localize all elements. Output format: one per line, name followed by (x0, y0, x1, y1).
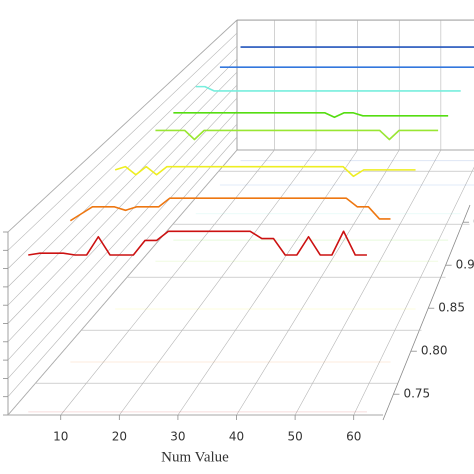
depth-axis-line (382, 204, 471, 421)
grid-line (7, 71, 238, 306)
grid-line (7, 32, 238, 251)
series-line (155, 129, 439, 141)
x-tick-label: 50 (287, 430, 302, 444)
x-tick-label: 40 (229, 430, 244, 444)
x-tick-label: 60 (346, 430, 361, 444)
grid-line (177, 149, 358, 416)
depth-tick-label: 0.90 (456, 258, 474, 272)
depth-tick-label: 0.75 (403, 387, 430, 401)
grid-line (7, 149, 238, 416)
depth-tick-label: 0.80 (421, 344, 448, 358)
series-line (28, 230, 367, 256)
depth-tick-label: 0.85 (438, 301, 465, 315)
grid-line (119, 149, 317, 416)
x-tick-label: 20 (112, 430, 127, 444)
grid-line (7, 110, 238, 361)
grid-line (294, 149, 442, 416)
grid-line (353, 166, 474, 416)
grid-line (60, 149, 275, 416)
series-line (195, 85, 461, 92)
grid-line (7, 58, 238, 288)
x-axis-title: Num Value (161, 449, 229, 465)
grid-line (236, 149, 400, 416)
series-line (173, 112, 449, 119)
grid-line (7, 136, 238, 397)
grid-line (7, 123, 238, 379)
grid-line (7, 84, 238, 324)
grid-line (7, 97, 238, 343)
grid-line (7, 45, 238, 269)
series-line (69, 197, 391, 222)
x-tick-label: 10 (53, 430, 68, 444)
series-line (114, 165, 416, 178)
x-tick-label: 30 (170, 430, 185, 444)
grid-line (7, 19, 238, 233)
